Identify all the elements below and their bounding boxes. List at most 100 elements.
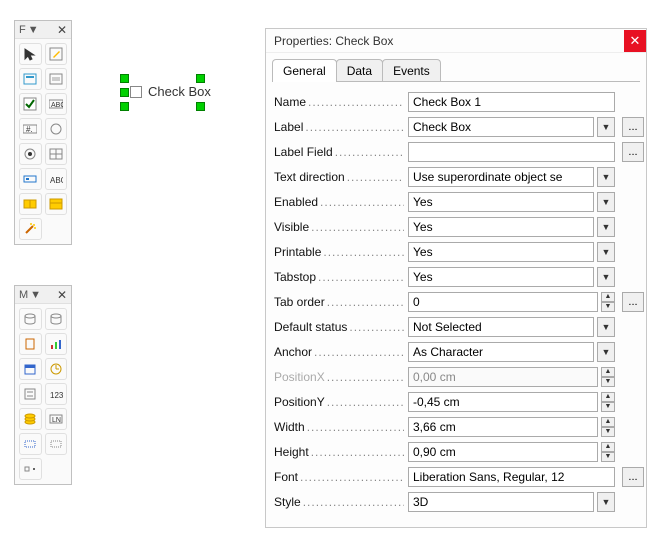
- panel-title-text: Properties: Check Box: [274, 34, 393, 48]
- selection-handle[interactable]: [120, 74, 129, 83]
- dropdown-button[interactable]: ▼: [597, 342, 615, 362]
- dropdown-button[interactable]: ▼: [597, 167, 615, 187]
- toolbar-header-f[interactable]: F ▼ ✕: [15, 21, 71, 39]
- m10[interactable]: LN: [45, 408, 68, 430]
- dropdown-button[interactable]: ▼: [597, 492, 615, 512]
- prop-value-input[interactable]: Check Box: [408, 117, 594, 137]
- prop-value-input[interactable]: 0,00 cm: [408, 367, 598, 387]
- design-mode[interactable]: [45, 43, 68, 65]
- more-button[interactable]: ...: [622, 292, 644, 312]
- selection-handle[interactable]: [120, 102, 129, 111]
- table-tool[interactable]: [45, 193, 68, 215]
- more-controls-toolbar: M ▼ ✕ 123 LN: [14, 285, 72, 485]
- spin-down[interactable]: ▼: [601, 302, 615, 312]
- dropdown-button[interactable]: ▼: [597, 242, 615, 262]
- prop-row-font: FontLiberation Sans, Regular, 12...: [274, 464, 644, 489]
- dropdown-button[interactable]: ▼: [597, 217, 615, 237]
- spin-down[interactable]: ▼: [601, 402, 615, 412]
- spin-up[interactable]: ▲: [601, 367, 615, 377]
- nav-tool[interactable]: [19, 168, 42, 190]
- circle-tool[interactable]: [45, 118, 68, 140]
- prop-value-input[interactable]: As Character: [408, 342, 594, 362]
- form-controls-toolbar: F ▼ ✕ ABC#.ABC: [14, 20, 72, 245]
- tab-events[interactable]: Events: [382, 59, 441, 82]
- label-tool[interactable]: ABC: [45, 93, 68, 115]
- prop-label: Enabled: [274, 195, 404, 209]
- m7[interactable]: [19, 383, 42, 405]
- m13[interactable]: [19, 458, 42, 480]
- toolbar-letter: M: [19, 289, 28, 301]
- m11[interactable]: [19, 433, 42, 455]
- more-button[interactable]: ...: [622, 467, 644, 487]
- prop-value-input[interactable]: -0,45 cm: [408, 392, 598, 412]
- select-tool[interactable]: [19, 43, 42, 65]
- group-tool[interactable]: [19, 193, 42, 215]
- prop-value-input[interactable]: Liberation Sans, Regular, 12: [408, 467, 615, 487]
- toolbar-header-m[interactable]: M ▼ ✕: [15, 286, 71, 304]
- dropdown-button[interactable]: ▼: [597, 267, 615, 287]
- prop-value-input[interactable]: 0,90 cm: [408, 442, 598, 462]
- m3[interactable]: [19, 333, 42, 355]
- prop-value-input[interactable]: Check Box 1: [408, 92, 615, 112]
- prop-value-input[interactable]: Yes: [408, 242, 594, 262]
- checkbox-tool[interactable]: [19, 93, 42, 115]
- m1[interactable]: [19, 308, 42, 330]
- tab-data[interactable]: Data: [336, 59, 383, 82]
- prop-label: Label: [274, 120, 404, 134]
- more-button[interactable]: ...: [622, 117, 644, 137]
- prop-value-input[interactable]: 0: [408, 292, 598, 312]
- selection-handle[interactable]: [120, 88, 129, 97]
- grid-tool[interactable]: [45, 143, 68, 165]
- radio-tool[interactable]: [19, 143, 42, 165]
- spin-up[interactable]: ▲: [601, 442, 615, 452]
- prop-value-input[interactable]: Yes: [408, 217, 594, 237]
- dropdown-button[interactable]: ▼: [597, 192, 615, 212]
- selection-handle[interactable]: [196, 74, 205, 83]
- selection-handle[interactable]: [196, 102, 205, 111]
- prop-label: Label Field: [274, 145, 404, 159]
- prop-label: Anchor: [274, 345, 404, 359]
- spin-down[interactable]: ▼: [601, 377, 615, 387]
- prop-label: Name: [274, 95, 404, 109]
- dropdown-button[interactable]: ▼: [597, 317, 615, 337]
- panel-close-button[interactable]: ✕: [624, 30, 646, 52]
- form-control-1[interactable]: [19, 68, 42, 90]
- m6[interactable]: [45, 358, 68, 380]
- m5[interactable]: [19, 358, 42, 380]
- spin-down[interactable]: ▼: [601, 427, 615, 437]
- prop-value-input[interactable]: 3,66 cm: [408, 417, 598, 437]
- m2[interactable]: [45, 308, 68, 330]
- m8[interactable]: 123: [45, 383, 68, 405]
- dropdown-button[interactable]: ▼: [597, 117, 615, 137]
- spin-up[interactable]: ▲: [601, 417, 615, 427]
- wizard-tool[interactable]: [19, 218, 42, 240]
- panel-titlebar[interactable]: Properties: Check Box ✕: [266, 29, 646, 53]
- m9[interactable]: [19, 408, 42, 430]
- spin-up[interactable]: ▲: [601, 392, 615, 402]
- prop-value-input[interactable]: Use superordinate object se: [408, 167, 594, 187]
- prop-value-input[interactable]: Yes: [408, 267, 594, 287]
- text-tool[interactable]: ABC: [45, 168, 68, 190]
- toolbar-dropdown-icon[interactable]: ▼: [28, 24, 39, 36]
- numeric-tool[interactable]: #.: [19, 118, 42, 140]
- toolbar-close-icon[interactable]: ✕: [57, 23, 67, 37]
- prop-value-input[interactable]: Not Selected: [408, 317, 594, 337]
- prop-row-width: Width3,66 cm▲▼: [274, 414, 644, 439]
- prop-row-label-field: Label Field...: [274, 139, 644, 164]
- toolbar-close-icon[interactable]: ✕: [57, 288, 67, 302]
- more-button[interactable]: ...: [622, 142, 644, 162]
- m4[interactable]: [45, 333, 68, 355]
- prop-value-input[interactable]: [408, 142, 615, 162]
- prop-row-style: Style3D▼: [274, 489, 644, 514]
- m12[interactable]: [45, 433, 68, 455]
- tab-general[interactable]: General: [272, 59, 337, 82]
- prop-value-input[interactable]: Yes: [408, 192, 594, 212]
- prop-row-default-status: Default statusNot Selected▼: [274, 314, 644, 339]
- canvas-checkbox-box[interactable]: [130, 86, 142, 98]
- toolbar-dropdown-icon[interactable]: ▼: [30, 289, 41, 301]
- spin-down[interactable]: ▼: [601, 452, 615, 462]
- form-control-2[interactable]: [45, 68, 68, 90]
- prop-label: Height: [274, 445, 404, 459]
- prop-value-input[interactable]: 3D: [408, 492, 594, 512]
- spin-up[interactable]: ▲: [601, 292, 615, 302]
